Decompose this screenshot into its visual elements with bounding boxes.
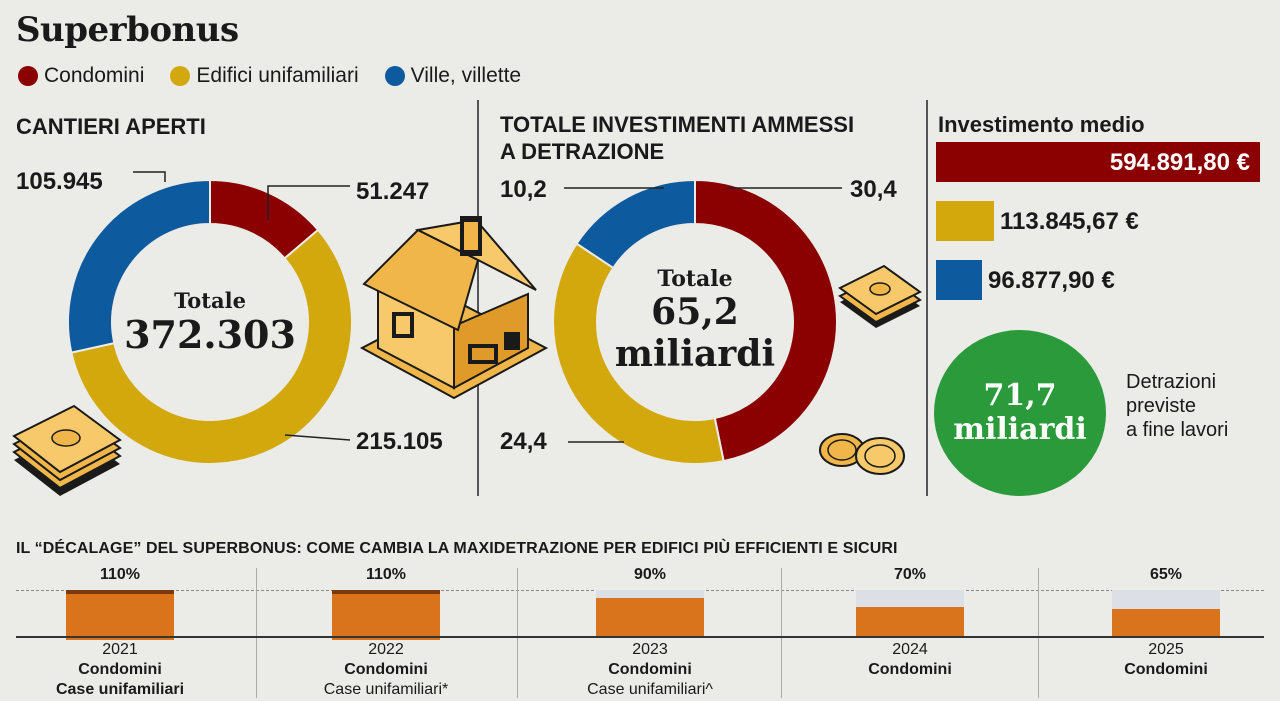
decalage-bar xyxy=(1112,609,1220,636)
leader-line-ville xyxy=(133,171,166,182)
category-label: Case unifamiliari* xyxy=(323,681,449,698)
donut-slice-unifamiliari xyxy=(70,228,353,465)
medio-heading: Investimento medio xyxy=(938,112,1145,137)
category-label: Condomini xyxy=(78,661,162,678)
donut-slice-unifamiliari xyxy=(552,242,725,465)
category-label: Condomini xyxy=(1124,661,1208,678)
detrazioni-note-line2: previste xyxy=(1126,395,1197,417)
investimenti-center-value-line2: miliardi xyxy=(614,333,776,375)
decalage-bar xyxy=(856,607,964,636)
category-label: Case unifamiliari xyxy=(55,681,185,698)
donut-slice-ville xyxy=(575,178,696,270)
legend-item-unifamiliari: Edifici unifamiliari xyxy=(170,64,359,88)
investimenti-heading-line2: A DETRAZIONE xyxy=(500,139,665,164)
year-label: 2023 xyxy=(632,641,668,658)
baseline xyxy=(16,636,1264,638)
donut-slice-condomini xyxy=(694,178,838,463)
medio-bar-ville xyxy=(936,260,982,300)
divider-left xyxy=(477,100,479,496)
pct-label: 70% xyxy=(893,566,927,583)
legend-item-condomini: Condomini xyxy=(18,64,144,88)
column-separator xyxy=(517,568,518,698)
decalage-bar xyxy=(66,590,174,640)
donut-slice-ville xyxy=(67,178,211,354)
investimenti-label-ville: 10,2 xyxy=(500,176,547,203)
year-label: 2024 xyxy=(892,641,928,658)
page-title: Superbonus xyxy=(16,10,239,50)
cantieri-center-value: 372.303 xyxy=(124,312,296,357)
medio-value-condomini: 594.891,80 € xyxy=(1109,149,1250,176)
medio-value-ville: 96.877,90 € xyxy=(988,267,1115,294)
category-label: Condomini xyxy=(344,661,428,678)
investimenti-donut xyxy=(552,178,838,465)
medio-bar-condomini xyxy=(936,142,1260,182)
cantieri-center-label: Totale xyxy=(174,288,246,313)
cantieri-label-unifamiliari: 215.105 xyxy=(356,428,443,455)
cantieri-heading: CANTIERI APERTI xyxy=(16,114,206,139)
cantieri-donut-chart xyxy=(12,171,353,496)
decalage-bar xyxy=(596,598,704,636)
column-separator xyxy=(781,568,782,698)
pct-label: 110% xyxy=(365,566,407,583)
divider-right xyxy=(926,100,928,496)
cantieri-label-ville: 105.945 xyxy=(16,168,103,195)
decalage-bar xyxy=(332,590,440,640)
money-stack-icon xyxy=(838,264,922,328)
detrazioni-note-line3: a fine lavori xyxy=(1126,419,1229,441)
investimenti-center-label: Totale xyxy=(657,266,733,292)
pct-label: 65% xyxy=(1149,566,1183,583)
pct-label: 90% xyxy=(633,566,667,583)
detrazioni-note-line1: Detrazioni xyxy=(1126,371,1217,393)
detrazioni-value-line1: 71,7 xyxy=(983,378,1057,413)
category-label: Condomini xyxy=(608,661,692,678)
investimenti-donut-chart xyxy=(552,178,922,475)
leader-line-condomini xyxy=(267,185,350,220)
house-icon xyxy=(359,216,549,400)
year-label: 2025 xyxy=(1148,641,1184,658)
year-label: 2022 xyxy=(368,641,404,658)
investimenti-label-unifamiliari: 24,4 xyxy=(500,428,547,455)
cantieri-donut xyxy=(67,178,353,465)
bar-max-ghost xyxy=(596,590,704,598)
decalage-heading: IL “DÉCALAGE” DEL SUPERBONUS: COME CAMBI… xyxy=(16,540,898,557)
legend-item-ville: Ville, villette xyxy=(384,64,522,88)
investimenti-label-condomini: 30,4 xyxy=(850,176,897,203)
legend-dot-ville xyxy=(384,66,405,86)
year-label: 2021 xyxy=(102,641,138,658)
medio-value-unifamiliari: 113.845,67 € xyxy=(1000,208,1139,235)
category-label: Condomini xyxy=(868,661,952,678)
investimenti-center-value-line1: 65,2 xyxy=(651,291,739,333)
medio-bar-unifamiliari xyxy=(936,201,994,241)
legend: Condomini Edifici unifamiliari Ville, vi… xyxy=(18,64,521,88)
coins-icon xyxy=(819,433,905,475)
detrazioni-value-line2: miliardi xyxy=(953,412,1087,447)
legend-label: Ville, villette xyxy=(410,64,522,87)
category-label: Case unifamiliari^ xyxy=(587,681,713,698)
column-separator xyxy=(1038,568,1039,698)
column-separator xyxy=(256,568,257,698)
legend-label: Edifici unifamiliari xyxy=(196,64,359,87)
bar-max-ghost xyxy=(1112,590,1220,609)
legend-label: Condomini xyxy=(44,64,145,87)
leader-line-unifamiliari xyxy=(284,434,351,441)
detrazioni-circle: 71,7 miliardi xyxy=(934,330,1106,496)
detrazioni-note: Detrazioni previste a fine lavori xyxy=(1126,370,1228,442)
pct-label: 110% xyxy=(99,566,141,583)
money-stack-icon xyxy=(12,404,122,496)
legend-dot-condomini xyxy=(18,66,38,86)
investimenti-heading-line1: TOTALE INVESTIMENTI AMMESSI xyxy=(500,112,855,137)
cantieri-label-condomini: 51.247 xyxy=(356,178,430,205)
legend-dot-unifamiliari xyxy=(170,66,191,86)
bar-max-ghost xyxy=(856,590,964,607)
